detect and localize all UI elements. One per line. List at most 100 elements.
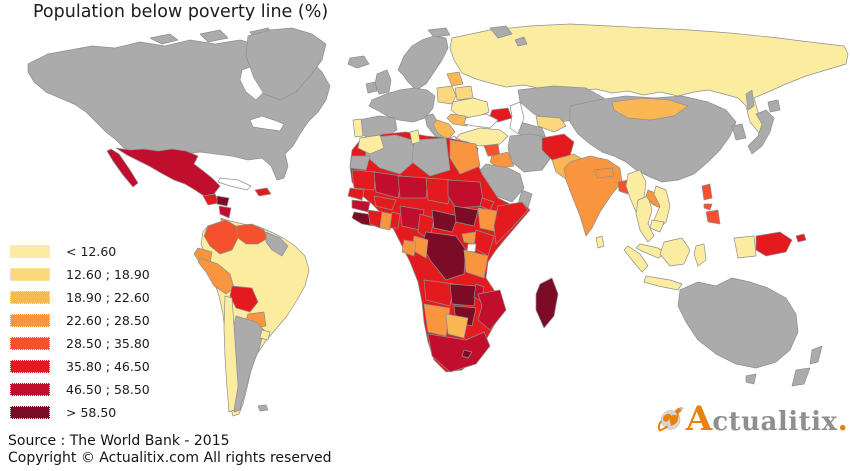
region-india[interactable] xyxy=(563,155,623,237)
region-ireland[interactable] xyxy=(365,81,378,94)
legend-swatch xyxy=(10,245,50,258)
region-tunisia[interactable] xyxy=(409,129,421,145)
region-greenland[interactable] xyxy=(245,27,327,101)
region-sudan[interactable] xyxy=(447,179,485,209)
copyright-text: Copyright © Actualitix.com All rights re… xyxy=(8,449,332,466)
lake-victoria xyxy=(466,243,477,253)
region-angola[interactable] xyxy=(423,279,455,307)
region-scandinavia[interactable] xyxy=(397,35,449,91)
region-guyanas[interactable] xyxy=(265,231,289,257)
region-china[interactable] xyxy=(569,95,737,183)
region-nepal[interactable] xyxy=(593,167,615,179)
region-iraq[interactable] xyxy=(489,151,515,169)
region-turkey[interactable] xyxy=(455,127,509,147)
region-new-zealand[interactable] xyxy=(791,345,823,387)
legend-item: 22.60 ; 28.50 xyxy=(10,309,150,332)
logo-text: Actualitix. xyxy=(686,399,848,439)
region-cambodia[interactable] xyxy=(649,219,665,233)
region-egypt[interactable] xyxy=(449,139,481,175)
region-malaysia[interactable] xyxy=(635,243,667,259)
region-uk[interactable] xyxy=(374,69,392,95)
region-australia[interactable] xyxy=(677,277,799,369)
legend-label: 22.60 ; 28.50 xyxy=(66,313,150,328)
region-burkina-faso[interactable] xyxy=(373,195,397,211)
region-uzbekistan[interactable] xyxy=(535,115,567,133)
legend-item: 46.50 ; 58.50 xyxy=(10,378,150,401)
region-bangladesh[interactable] xyxy=(617,179,629,195)
region-western-sahara[interactable] xyxy=(349,155,371,171)
region-chad[interactable] xyxy=(425,177,453,205)
legend-label: 46.50 ; 58.50 xyxy=(66,382,150,397)
region-mauritania[interactable] xyxy=(351,169,377,191)
legend-label: 35.80 ; 46.50 xyxy=(66,359,150,374)
region-mali[interactable] xyxy=(373,171,403,199)
region-togo-benin[interactable] xyxy=(389,211,401,229)
region-peru[interactable] xyxy=(197,257,235,295)
region-belarus[interactable] xyxy=(454,85,474,101)
caspian-sea xyxy=(509,101,525,135)
region-mozambique[interactable] xyxy=(477,289,507,331)
region-ghana[interactable] xyxy=(379,211,393,231)
region-venezuela[interactable] xyxy=(235,223,269,245)
region-indonesia[interactable] xyxy=(623,237,707,291)
region-gabon[interactable] xyxy=(401,239,417,257)
region-botswana[interactable] xyxy=(445,313,469,339)
region-tanzania[interactable] xyxy=(463,249,489,279)
region-libya[interactable] xyxy=(411,137,451,177)
region-hispaniola[interactable] xyxy=(254,187,272,197)
region-namibia[interactable] xyxy=(423,303,451,337)
region-nicaragua[interactable] xyxy=(218,205,232,219)
logo-rest: ctualitix xyxy=(712,407,838,437)
region-poland[interactable] xyxy=(436,85,457,105)
region-falkland xyxy=(257,404,269,412)
region-morocco[interactable] xyxy=(357,134,385,155)
region-mongolia[interactable] xyxy=(611,97,689,121)
region-japan[interactable] xyxy=(747,99,781,155)
region-uruguay[interactable] xyxy=(259,329,271,341)
region-niger[interactable] xyxy=(397,175,429,199)
region-cuba[interactable] xyxy=(217,177,252,191)
region-portugal[interactable] xyxy=(352,118,364,138)
region-sri-lanka[interactable] xyxy=(595,235,605,249)
legend-swatch xyxy=(10,360,50,373)
region-honduras[interactable] xyxy=(216,195,230,207)
legend-item: 12.60 ; 18.90 xyxy=(10,263,150,286)
region-senegal[interactable] xyxy=(347,187,365,201)
region-guatemala[interactable] xyxy=(202,193,220,206)
region-mexico[interactable] xyxy=(106,147,221,197)
legend-item: 28.50 ; 35.80 xyxy=(10,332,150,355)
legend-swatch xyxy=(10,383,50,396)
region-papua-new-guinea[interactable] xyxy=(755,231,807,257)
region-chile[interactable] xyxy=(223,295,239,413)
region-bolivia[interactable] xyxy=(229,285,259,313)
region-lesotho xyxy=(461,349,473,359)
region-south-sudan[interactable] xyxy=(453,205,479,227)
globe-icon xyxy=(658,406,684,432)
region-madagascar[interactable] xyxy=(535,277,559,329)
region-syria[interactable] xyxy=(483,143,501,157)
region-west-europe[interactable] xyxy=(368,87,436,123)
footer: Source : The World Bank - 2015 Copyright… xyxy=(8,433,331,466)
legend-label: 28.50 ; 35.80 xyxy=(66,336,150,351)
region-uganda[interactable] xyxy=(461,231,477,245)
region-somalia[interactable] xyxy=(493,201,529,245)
legend-swatch xyxy=(10,337,50,350)
legend-label: 18.90 ; 22.60 xyxy=(66,290,150,305)
region-guinea[interactable] xyxy=(351,199,371,213)
actualitix-logo[interactable]: Actualitix. xyxy=(658,387,848,451)
region-south-africa[interactable] xyxy=(427,331,491,373)
legend-item: > 58.50 xyxy=(10,401,150,424)
region-west-papua[interactable] xyxy=(733,235,757,259)
region-iceland[interactable] xyxy=(347,55,370,69)
region-korea[interactable] xyxy=(731,123,747,141)
legend-item: 18.90 ; 22.60 xyxy=(10,286,150,309)
region-central-african-republic[interactable] xyxy=(431,209,459,233)
region-zambia[interactable] xyxy=(449,283,477,307)
legend-item: < 12.60 xyxy=(10,240,150,263)
region-baltics[interactable] xyxy=(446,71,464,87)
region-colombia[interactable] xyxy=(203,219,239,255)
region-romania[interactable] xyxy=(446,113,468,127)
region-iran[interactable] xyxy=(507,133,553,173)
region-philippines[interactable] xyxy=(701,183,721,225)
